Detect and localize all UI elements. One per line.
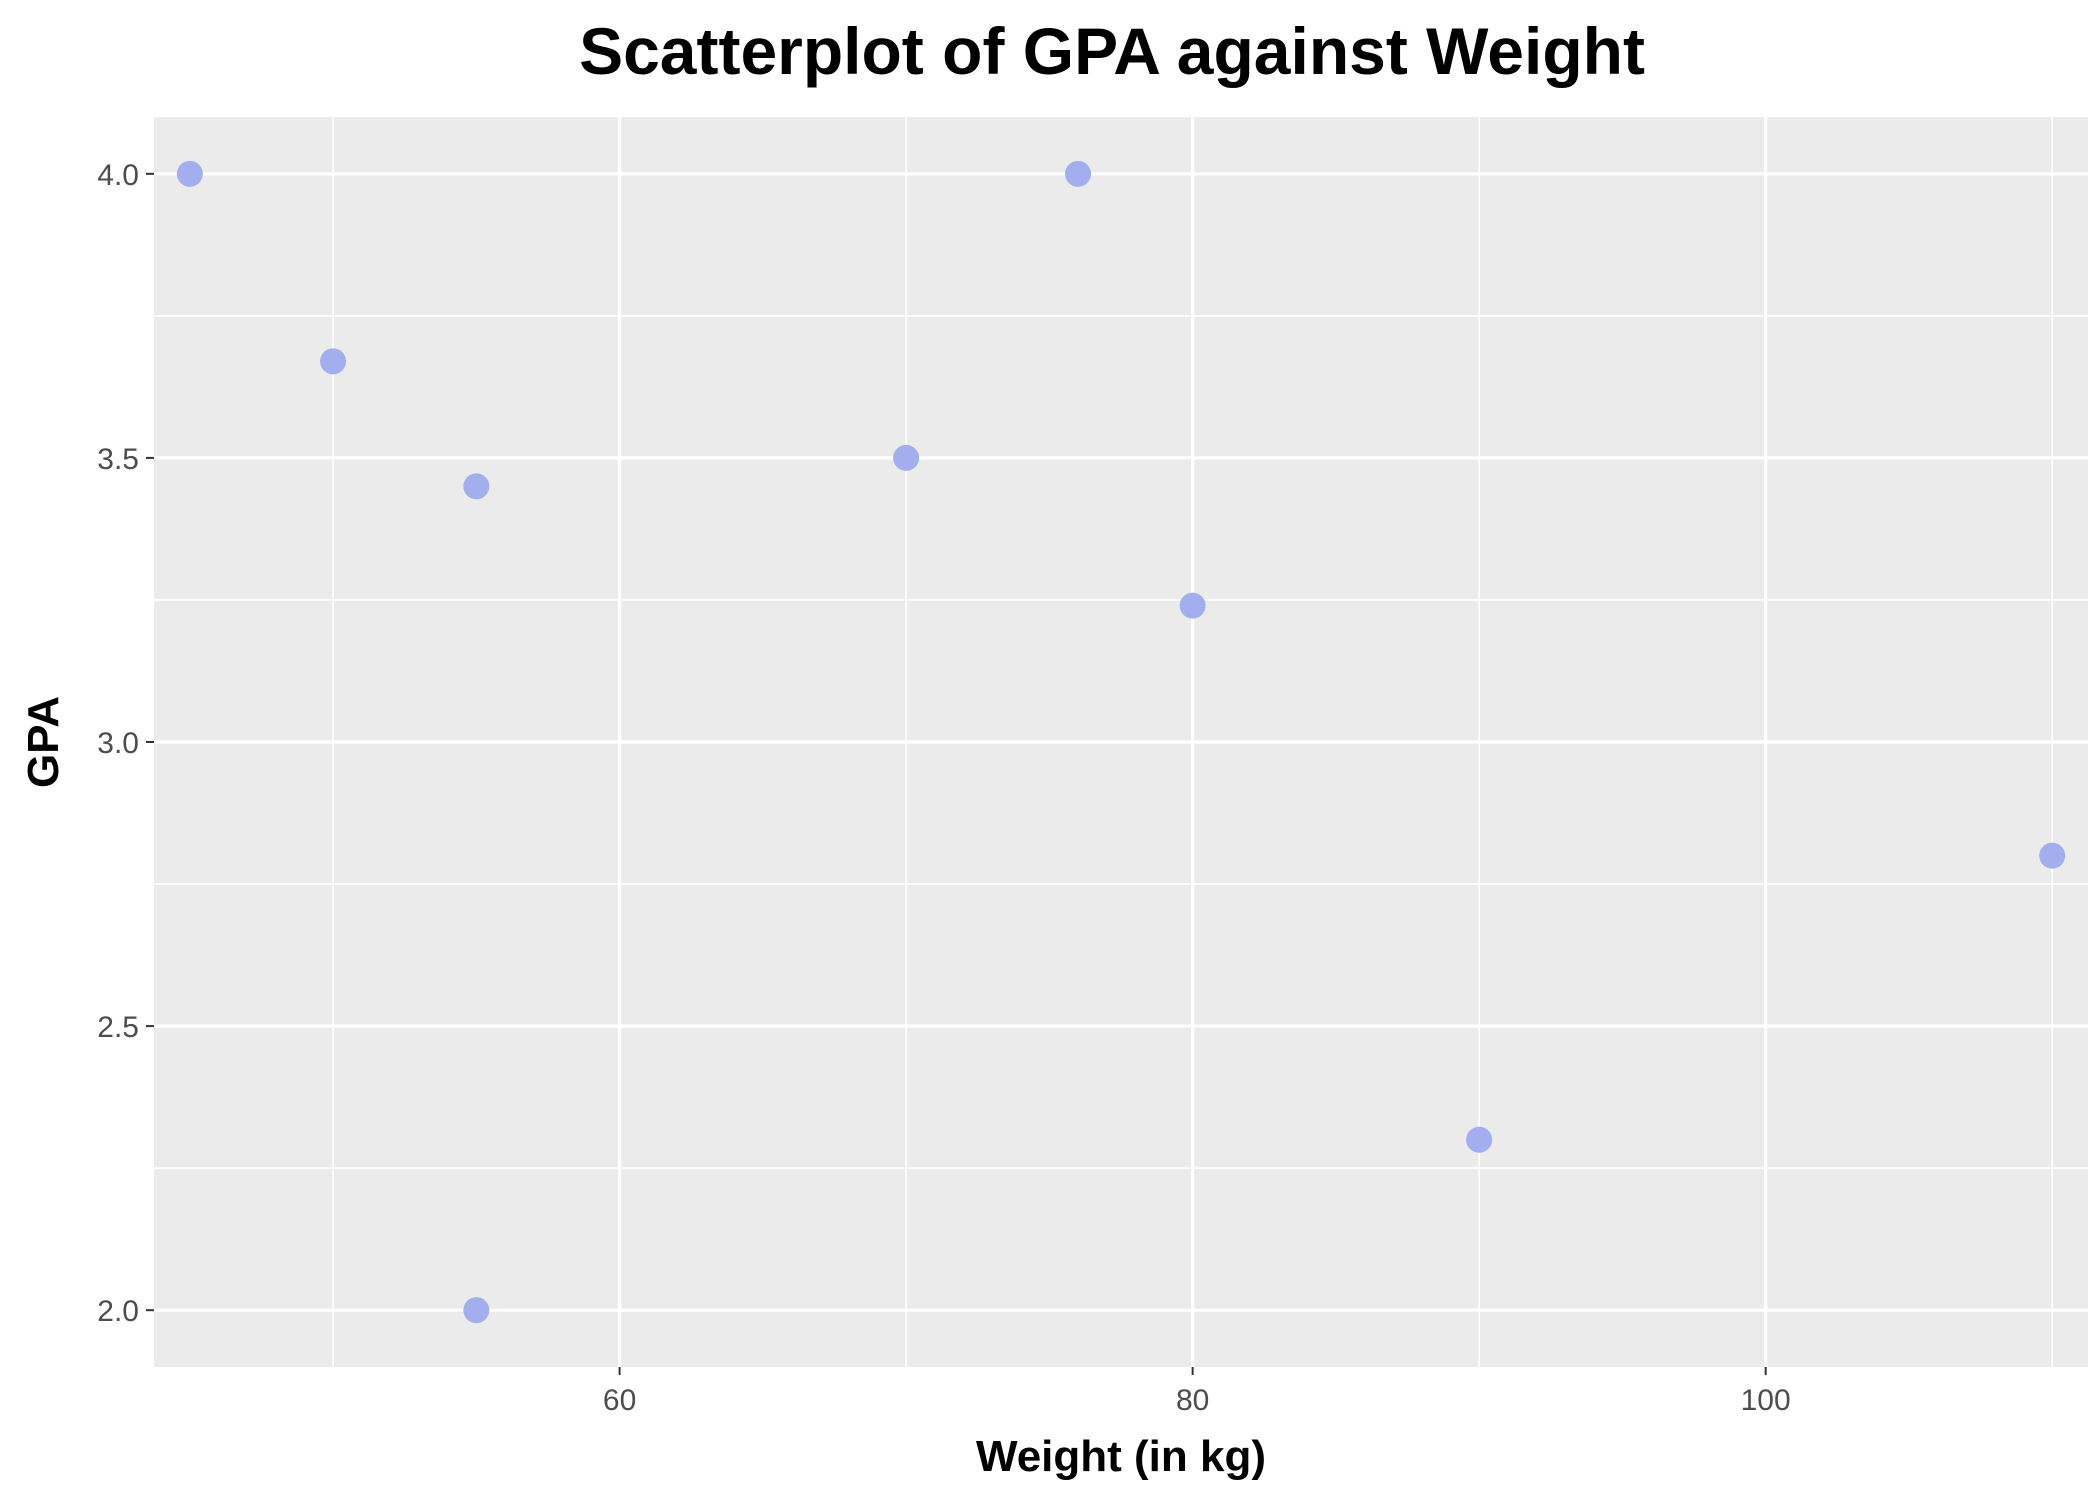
- y-tick-label: 2.0: [97, 1295, 139, 1328]
- x-tick-label: 100: [1741, 1384, 1791, 1417]
- x-axis: 60 80 100: [603, 1367, 1791, 1417]
- data-point: [893, 444, 920, 471]
- y-tick-label: 4.0: [97, 159, 139, 192]
- data-point: [2039, 842, 2066, 869]
- data-point: [176, 160, 203, 187]
- chart-title: Scatterplot of GPA against Weight: [579, 14, 1645, 88]
- data-point: [320, 348, 347, 375]
- x-tick-label: 80: [1176, 1384, 1209, 1417]
- y-tick-label: 3.5: [97, 443, 139, 476]
- x-axis-title: Weight (in kg): [976, 1432, 1266, 1481]
- data-point: [1466, 1126, 1493, 1153]
- y-axis: 2.0 2.5 3.0 3.5 4.0: [97, 159, 154, 1328]
- major-gridlines: [154, 117, 2088, 1367]
- y-tick-label: 3.0: [97, 727, 139, 760]
- data-points: [176, 160, 2066, 1324]
- data-point: [463, 1297, 490, 1324]
- x-tick-label: 60: [603, 1384, 636, 1417]
- y-axis-title: GPA: [19, 696, 68, 788]
- data-point: [1065, 160, 1092, 187]
- data-point: [463, 473, 490, 500]
- y-tick-label: 2.5: [97, 1011, 139, 1044]
- data-point: [1179, 592, 1206, 619]
